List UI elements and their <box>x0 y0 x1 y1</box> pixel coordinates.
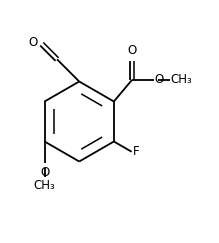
Text: O: O <box>40 166 49 179</box>
Text: CH₃: CH₃ <box>171 73 193 87</box>
Text: O: O <box>29 36 38 49</box>
Text: O: O <box>155 73 164 87</box>
Text: O: O <box>127 44 137 58</box>
Text: CH₃: CH₃ <box>34 179 55 192</box>
Text: F: F <box>133 145 140 158</box>
